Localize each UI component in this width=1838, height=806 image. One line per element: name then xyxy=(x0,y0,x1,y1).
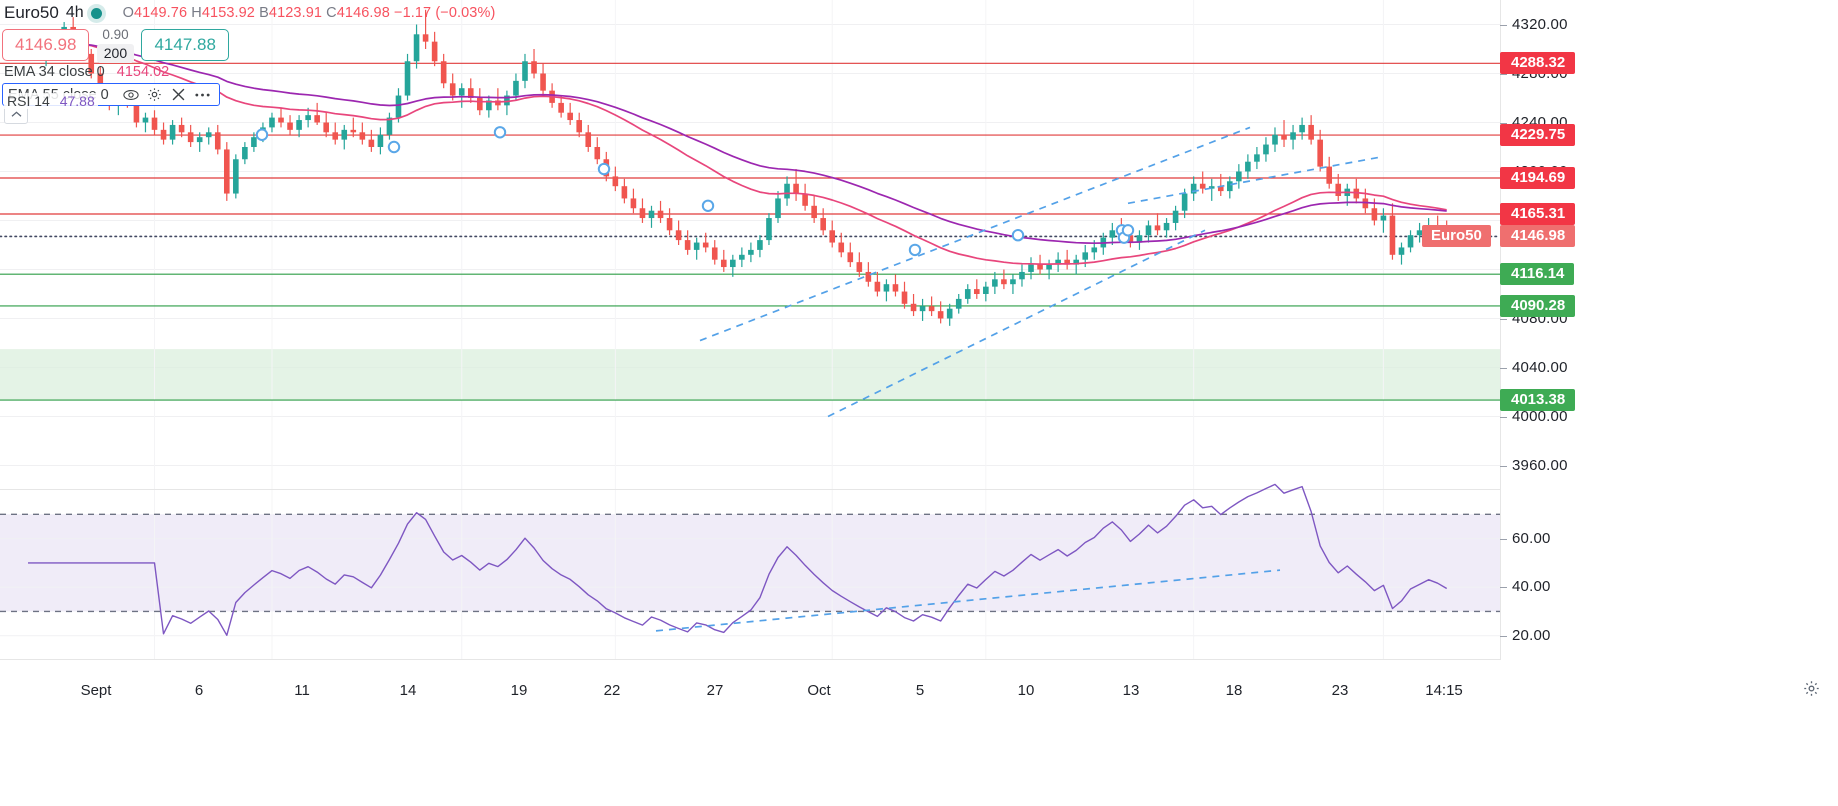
rsi-chart-canvas[interactable] xyxy=(0,483,1500,660)
interval-label[interactable]: 4h xyxy=(65,4,84,21)
close-icon[interactable] xyxy=(167,85,191,104)
chart-legend: Euro50 4h O4149.76 H4153.92 B4123.91 C41… xyxy=(4,2,495,24)
axis-tick-mark xyxy=(1500,24,1507,26)
axis-tick-mark xyxy=(1500,122,1507,124)
close-value: 4146.98 xyxy=(336,5,390,21)
rsi-label[interactable]: RSI 14 xyxy=(7,93,50,109)
time-axis-label[interactable]: Oct xyxy=(807,682,831,699)
chart-settings-gear-icon[interactable] xyxy=(1803,680,1820,702)
settings-icon[interactable] xyxy=(143,85,167,104)
symbol-header[interactable]: Euro50 4h O4149.76 H4153.92 B4123.91 C41… xyxy=(4,2,495,24)
time-axis-label[interactable]: 14:15 xyxy=(1425,682,1463,699)
quote-widget[interactable]: 4146.98 0.90 200 4147.88 xyxy=(2,24,229,66)
axis-tick-mark xyxy=(1500,635,1507,637)
price-level-badge-resistance[interactable]: 4194.69 xyxy=(1500,167,1576,189)
price-axis-tick: 4320.00 xyxy=(1512,15,1568,33)
price-pane[interactable] xyxy=(0,0,1838,490)
volume-input[interactable]: 200 xyxy=(96,44,135,63)
axis-tick-mark xyxy=(1500,416,1507,418)
pane-divider xyxy=(0,489,1500,490)
bid-value: 4123.91 xyxy=(268,5,323,21)
open-value: 4149.76 xyxy=(134,5,188,21)
price-level-badge-current[interactable]: 4146.98 xyxy=(1500,225,1576,248)
time-axis-label[interactable]: 13 xyxy=(1122,682,1140,699)
rsi-axis-tick: 60.00 xyxy=(1512,529,1551,547)
sell-price-button[interactable]: 4146.98 xyxy=(2,29,90,61)
axis-tick-mark xyxy=(1500,465,1507,467)
axis-tick-mark xyxy=(1500,587,1507,589)
high-key: H xyxy=(191,5,202,21)
spread-indicator: 0.90 200 xyxy=(89,27,141,63)
rsi-value: 47.88 xyxy=(59,93,95,109)
price-level-badge-support[interactable]: 4013.38 xyxy=(1500,389,1576,412)
rsi-axis-tick: 20.00 xyxy=(1512,626,1551,644)
time-axis-label[interactable]: 10 xyxy=(1017,682,1035,699)
source-status-dot xyxy=(90,7,102,19)
time-axis-label[interactable]: 6 xyxy=(194,682,204,699)
price-level-badge-resistance[interactable]: 4288.32 xyxy=(1500,52,1576,75)
price-level-badge-support[interactable]: 4116.14 xyxy=(1500,263,1575,286)
price-level-badge-resistance[interactable]: 4229.75 xyxy=(1500,124,1576,147)
time-axis-label[interactable]: 14 xyxy=(399,682,417,699)
indicator-label-ema34[interactable]: EMA 34 close 0 xyxy=(4,64,105,80)
axis-tick-mark xyxy=(1500,318,1507,320)
time-axis-label[interactable]: Sept xyxy=(80,682,112,699)
current-price-symbol-badge: Euro50 xyxy=(1422,225,1491,248)
time-axis-label[interactable]: 27 xyxy=(706,682,724,699)
change-value: −1.17 (−0.03%) xyxy=(394,5,496,21)
indicator-value-ema34: 4154.02 xyxy=(116,64,170,80)
buy-price-button[interactable]: 4147.88 xyxy=(141,29,229,61)
time-axis-label[interactable]: 11 xyxy=(294,682,310,699)
ohlc-values: O4149.76 H4153.92 B4123.91 C4146.98 −1.1… xyxy=(123,5,496,21)
time-axis-label[interactable]: 22 xyxy=(603,682,621,699)
axis-divider xyxy=(1500,0,1501,660)
price-level-badge-support[interactable]: 4090.28 xyxy=(1500,294,1576,317)
price-chart-canvas[interactable] xyxy=(0,0,1501,490)
symbol-name[interactable]: Euro50 xyxy=(4,3,59,22)
chevron-up-icon xyxy=(11,111,21,117)
close-key: C xyxy=(326,5,337,21)
bid-key: B xyxy=(259,5,269,21)
high-value: 4153.92 xyxy=(201,5,255,21)
axis-tick-mark xyxy=(1500,367,1507,369)
rsi-indicator-legend[interactable]: RSI 14 47.88 xyxy=(4,93,98,109)
axis-tick-mark xyxy=(1500,538,1507,540)
rsi-axis-tick: 40.00 xyxy=(1512,578,1551,596)
more-icon[interactable] xyxy=(191,85,215,104)
time-axis-label[interactable]: 19 xyxy=(510,682,528,699)
rsi-pane[interactable] xyxy=(0,483,1838,660)
pane-divider-bottom xyxy=(0,659,1500,660)
time-axis-label[interactable]: 18 xyxy=(1225,682,1243,699)
time-axis-label[interactable]: 23 xyxy=(1331,682,1349,699)
price-axis-tick: 4000.00 xyxy=(1512,407,1568,425)
price-level-badge-resistance[interactable]: 4165.31 xyxy=(1500,202,1576,225)
price-axis-tick: 4040.00 xyxy=(1512,358,1568,376)
eye-icon[interactable] xyxy=(119,85,143,104)
time-axis-label[interactable]: 5 xyxy=(915,682,925,699)
spread-value: 0.90 xyxy=(102,27,129,42)
open-key: O xyxy=(122,5,135,21)
time-axis[interactable]: Sept 6 11 14 19 22 27 Oct 5 10 13 18 23 14:15 xyxy=(0,660,1838,806)
price-axis-tick: 3960.00 xyxy=(1512,456,1568,474)
indicator-row-ema34[interactable]: EMA 34 close 0 4154.02 xyxy=(4,64,169,80)
